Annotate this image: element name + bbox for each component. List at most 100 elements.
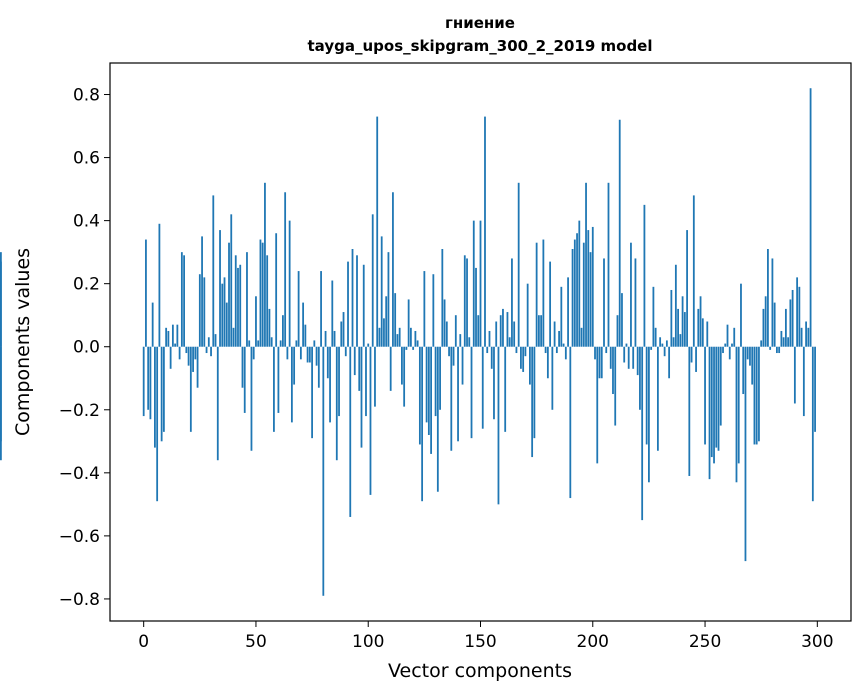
bar-267 [742, 346, 745, 395]
bar-13 [171, 324, 174, 347]
bar-32 [214, 334, 217, 347]
bar-29 [207, 337, 210, 347]
bar-136 [448, 346, 450, 357]
bar-67 [293, 346, 296, 385]
bar-247 [697, 308, 700, 347]
bar-283 [778, 346, 781, 354]
bar-249 [701, 318, 704, 347]
bar-138 [452, 346, 455, 366]
x-tick-label: 200 [577, 632, 609, 652]
bar-73 [306, 346, 309, 363]
bar-140 [457, 346, 459, 442]
bar-215 [625, 343, 628, 347]
bar-15 [176, 324, 179, 347]
bar-61 [279, 340, 282, 347]
bar-223 [643, 204, 646, 347]
bar-155 [490, 346, 493, 369]
bar-117 [405, 346, 408, 350]
bar-280 [771, 258, 774, 347]
bar-163 [508, 337, 511, 347]
bar-212 [618, 119, 621, 347]
bar-154 [488, 330, 491, 347]
bar-259 [724, 343, 727, 347]
bar-100 [367, 343, 370, 347]
y-tick-label: −0.2 [59, 401, 100, 421]
bar-188 [564, 346, 567, 360]
bar-60 [277, 346, 280, 413]
bar-284 [780, 330, 783, 347]
bar-91 [347, 261, 349, 347]
bar-181 [549, 261, 552, 347]
bar-294 [802, 346, 805, 417]
bar-24 [196, 346, 199, 388]
bar-222 [641, 346, 644, 521]
bar-258 [722, 346, 724, 354]
bar-40 [232, 327, 235, 347]
bar-168 [520, 346, 522, 369]
bar-36 [223, 277, 226, 347]
bar-198 [587, 230, 590, 347]
bar-233 [665, 340, 668, 347]
bar-167 [517, 182, 520, 347]
bar-120 [412, 346, 415, 350]
bar-96 [358, 346, 361, 391]
bar-179 [544, 346, 547, 354]
bar-98 [362, 264, 365, 347]
bar-133 [441, 249, 444, 347]
bar-37 [225, 302, 228, 347]
bar-119 [409, 327, 412, 347]
bar-296 [807, 327, 810, 347]
bar-153 [486, 346, 489, 354]
bar-257 [719, 346, 722, 426]
bar-268 [744, 346, 747, 562]
bar-156 [493, 346, 495, 420]
bar-47 [248, 340, 251, 347]
bar-48 [250, 346, 253, 451]
bar-278 [767, 249, 769, 347]
bar-149 [477, 315, 480, 347]
bar-55 [266, 255, 269, 347]
bar-undefined [0, 346, 2, 461]
bar-80 [322, 346, 325, 596]
bar-290 [793, 346, 796, 404]
bar-99 [365, 346, 367, 417]
bar-11 [167, 330, 170, 347]
bar-82 [326, 346, 329, 379]
bar-193 [576, 233, 578, 347]
bar-63 [284, 192, 287, 347]
bar-232 [663, 346, 666, 357]
bar-157 [495, 321, 498, 347]
bar-213 [621, 293, 623, 347]
bar-75 [311, 346, 313, 439]
bar-194 [578, 220, 581, 347]
bar-176 [537, 315, 540, 347]
bar-14 [174, 343, 177, 347]
bar-62 [282, 315, 284, 347]
bar-134 [443, 299, 446, 347]
bar-39 [230, 214, 233, 347]
bar-31 [212, 195, 215, 347]
bar-172 [529, 346, 531, 385]
bar-207 [607, 182, 610, 347]
bar-206 [605, 346, 608, 354]
bar-87 [338, 346, 340, 417]
chart-subtitle: tayga_upos_skipgram_300_2_2019 model [308, 37, 653, 55]
bar-196 [582, 242, 585, 347]
bar-239 [679, 334, 682, 347]
bar-144 [466, 258, 468, 347]
bar-262 [731, 343, 733, 347]
bar-64 [286, 346, 289, 360]
bar-264 [735, 346, 738, 483]
bar-2 [147, 346, 150, 410]
bar-225 [648, 346, 650, 483]
bar-18 [183, 255, 185, 347]
bar-12 [169, 346, 172, 369]
bar-114 [398, 327, 401, 347]
y-tick-label: 0.8 [73, 86, 100, 106]
x-tick-label: 250 [689, 632, 721, 652]
bar-116 [403, 346, 406, 407]
bar-42 [237, 267, 239, 347]
bar-7 [158, 223, 161, 347]
bar-28 [205, 346, 208, 354]
bar-251 [706, 321, 709, 347]
